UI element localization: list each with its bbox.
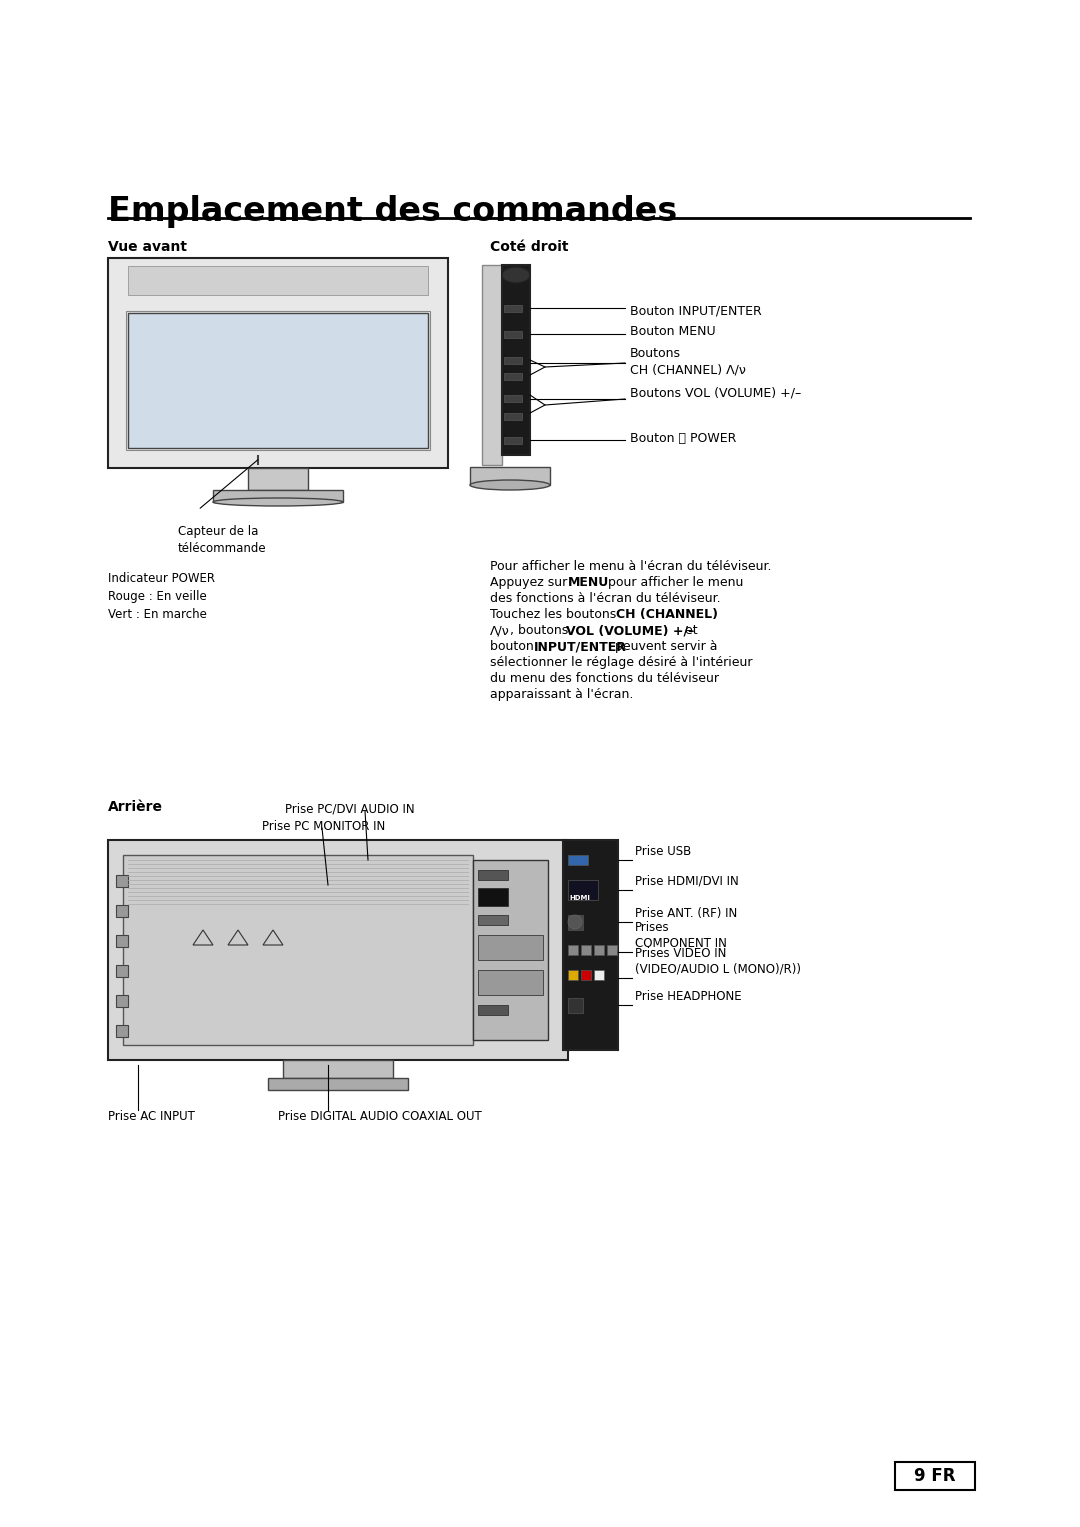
Bar	[504, 305, 522, 312]
Bar	[248, 467, 308, 490]
Bar	[581, 970, 591, 980]
Bar	[268, 1078, 408, 1090]
Text: Prise AC INPUT: Prise AC INPUT	[108, 1110, 194, 1122]
Text: Prises VIDEO IN
(VIDEO/AUDIO L (MONO)/R)): Prises VIDEO IN (VIDEO/AUDIO L (MONO)/R)…	[635, 947, 801, 976]
Text: et: et	[681, 625, 698, 637]
Bar	[568, 999, 583, 1012]
Text: Emplacement des commandes: Emplacement des commandes	[108, 195, 677, 228]
Text: Boutons
CH (CHANNEL) Λ/ν: Boutons CH (CHANNEL) Λ/ν	[630, 347, 746, 377]
Bar	[129, 266, 428, 295]
Bar	[478, 889, 508, 906]
Bar	[116, 1025, 129, 1037]
Text: Prises
COMPONENT IN: Prises COMPONENT IN	[635, 921, 727, 950]
Text: sélectionner le réglage désiré à l'intérieur: sélectionner le réglage désiré à l'intér…	[490, 657, 753, 669]
Bar	[504, 395, 522, 402]
Text: Bouton MENU: Bouton MENU	[630, 325, 716, 337]
Ellipse shape	[213, 498, 343, 505]
Bar	[283, 1060, 393, 1078]
Bar	[116, 996, 129, 1006]
Bar	[504, 357, 522, 363]
Text: Arrière: Arrière	[108, 800, 163, 814]
Ellipse shape	[470, 479, 550, 490]
Text: Indicateur POWER
Rouge : En veille
Vert : En marche: Indicateur POWER Rouge : En veille Vert …	[108, 573, 215, 621]
Bar	[126, 312, 430, 450]
Bar	[482, 266, 502, 466]
Bar	[568, 970, 578, 980]
Text: Boutons VOL (VOLUME) +/–: Boutons VOL (VOLUME) +/–	[630, 386, 801, 400]
Circle shape	[568, 915, 582, 928]
Bar	[473, 860, 548, 1040]
Text: HDMI: HDMI	[569, 895, 591, 901]
Bar	[116, 906, 129, 918]
Text: bouton: bouton	[490, 640, 538, 654]
Text: Appuyez sur: Appuyez sur	[490, 576, 571, 589]
Bar	[581, 945, 591, 954]
Ellipse shape	[502, 267, 530, 282]
Bar	[502, 266, 530, 455]
Text: INPUT/ENTER: INPUT/ENTER	[534, 640, 626, 654]
Text: Prise PC/DVI AUDIO IN: Prise PC/DVI AUDIO IN	[285, 803, 415, 815]
Bar	[504, 437, 522, 444]
Bar	[470, 467, 550, 486]
Text: du menu des fonctions du téléviseur: du menu des fonctions du téléviseur	[490, 672, 719, 686]
Text: Prise USB: Prise USB	[635, 844, 691, 858]
Text: Λ/ν: Λ/ν	[490, 625, 510, 637]
Text: Prise PC MONITOR IN: Prise PC MONITOR IN	[262, 820, 386, 834]
Bar	[594, 970, 604, 980]
Bar	[116, 965, 129, 977]
Bar	[563, 840, 618, 1051]
Bar	[607, 945, 617, 954]
Bar	[504, 331, 522, 337]
Text: VOL (VOLUME) +/–: VOL (VOLUME) +/–	[566, 625, 694, 637]
Text: Bouton ⏻ POWER: Bouton ⏻ POWER	[630, 432, 737, 444]
Bar	[108, 258, 448, 467]
Text: CH (CHANNEL): CH (CHANNEL)	[616, 608, 718, 621]
Text: pour afficher le menu: pour afficher le menu	[604, 576, 743, 589]
Bar	[594, 945, 604, 954]
Text: des fonctions à l'écran du téléviseur.: des fonctions à l'écran du téléviseur.	[490, 592, 720, 605]
Bar	[129, 313, 428, 447]
Bar	[478, 970, 543, 996]
Bar	[504, 373, 522, 380]
Bar	[568, 855, 588, 864]
Text: apparaissant à l'écran.: apparaissant à l'écran.	[490, 689, 633, 701]
Bar	[478, 1005, 508, 1015]
Bar	[478, 870, 508, 880]
Text: Prise DIGITAL AUDIO COAXIAL OUT: Prise DIGITAL AUDIO COAXIAL OUT	[278, 1110, 482, 1122]
Text: Prise ANT. (RF) IN: Prise ANT. (RF) IN	[635, 907, 738, 919]
Bar	[504, 412, 522, 420]
Text: Prise HEADPHONE: Prise HEADPHONE	[635, 989, 742, 1003]
Bar	[478, 915, 508, 925]
Text: Prise HDMI/DVI IN: Prise HDMI/DVI IN	[635, 875, 739, 889]
Text: Coté droit: Coté droit	[490, 240, 568, 253]
Text: Capteur de la
télécommande: Capteur de la télécommande	[178, 525, 267, 554]
Text: 9 FR: 9 FR	[915, 1467, 956, 1484]
Bar	[123, 855, 473, 1044]
Bar	[895, 1461, 975, 1490]
Bar	[478, 935, 543, 960]
Text: Vue avant: Vue avant	[108, 240, 187, 253]
Bar	[568, 945, 578, 954]
Bar	[568, 915, 583, 930]
Text: Pour afficher le menu à l'écran du téléviseur.: Pour afficher le menu à l'écran du télév…	[490, 560, 771, 573]
Text: , boutons: , boutons	[510, 625, 572, 637]
Text: peuvent servir à: peuvent servir à	[611, 640, 717, 654]
Bar	[568, 880, 598, 899]
Bar	[213, 490, 343, 502]
Text: MENU: MENU	[568, 576, 609, 589]
Bar	[108, 840, 568, 1060]
Text: Touchez les boutons: Touchez les boutons	[490, 608, 620, 621]
Bar	[116, 875, 129, 887]
Bar	[116, 935, 129, 947]
Text: Bouton INPUT/ENTER: Bouton INPUT/ENTER	[630, 305, 761, 318]
